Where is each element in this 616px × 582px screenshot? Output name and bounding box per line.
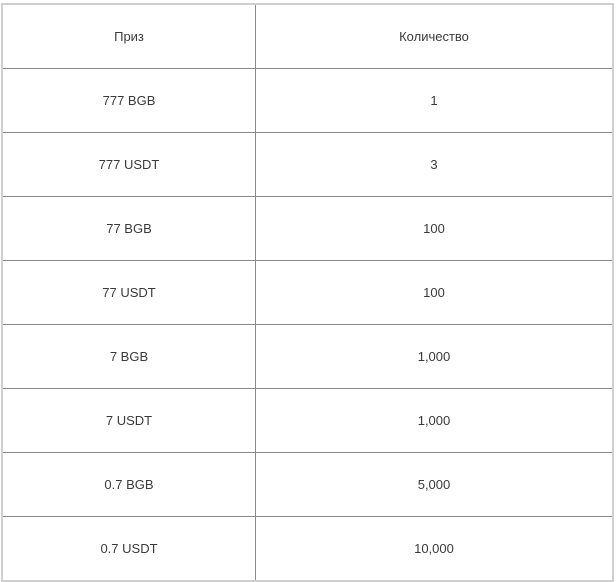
- quantity-cell: 3: [255, 132, 613, 197]
- prize-cell: 7 USDT: [2, 388, 256, 453]
- table-header-row: Приз Количество: [2, 4, 613, 69]
- prize-cell: 777 BGB: [2, 68, 256, 133]
- table-row: 77 USDT 100: [2, 260, 613, 325]
- prize-cell: 77 BGB: [2, 196, 256, 261]
- table-row: 7 USDT 1,000: [2, 388, 613, 453]
- table-row: 7 BGB 1,000: [2, 324, 613, 389]
- prize-cell: 0.7 BGB: [2, 452, 256, 517]
- quantity-cell: 100: [255, 260, 613, 325]
- quantity-cell: 1,000: [255, 324, 613, 389]
- table-row: 0.7 BGB 5,000: [2, 452, 613, 517]
- quantity-cell: 10,000: [255, 516, 613, 581]
- table-row: 777 USDT 3: [2, 132, 613, 197]
- table-row: 777 BGB 1: [2, 68, 613, 133]
- prize-cell: 0.7 USDT: [2, 516, 256, 581]
- quantity-cell: 100: [255, 196, 613, 261]
- quantity-cell: 5,000: [255, 452, 613, 517]
- prize-cell: 77 USDT: [2, 260, 256, 325]
- quantity-cell: 1,000: [255, 388, 613, 453]
- table-row: 0.7 USDT 10,000: [2, 516, 613, 581]
- prize-cell: 777 USDT: [2, 132, 256, 197]
- prize-cell: 7 BGB: [2, 324, 256, 389]
- header-prize: Приз: [2, 4, 256, 69]
- prize-table: Приз Количество 777 BGB 1 777 USDT 3 77 …: [1, 3, 614, 582]
- table-row: 77 BGB 100: [2, 196, 613, 261]
- header-quantity: Количество: [255, 4, 613, 69]
- quantity-cell: 1: [255, 68, 613, 133]
